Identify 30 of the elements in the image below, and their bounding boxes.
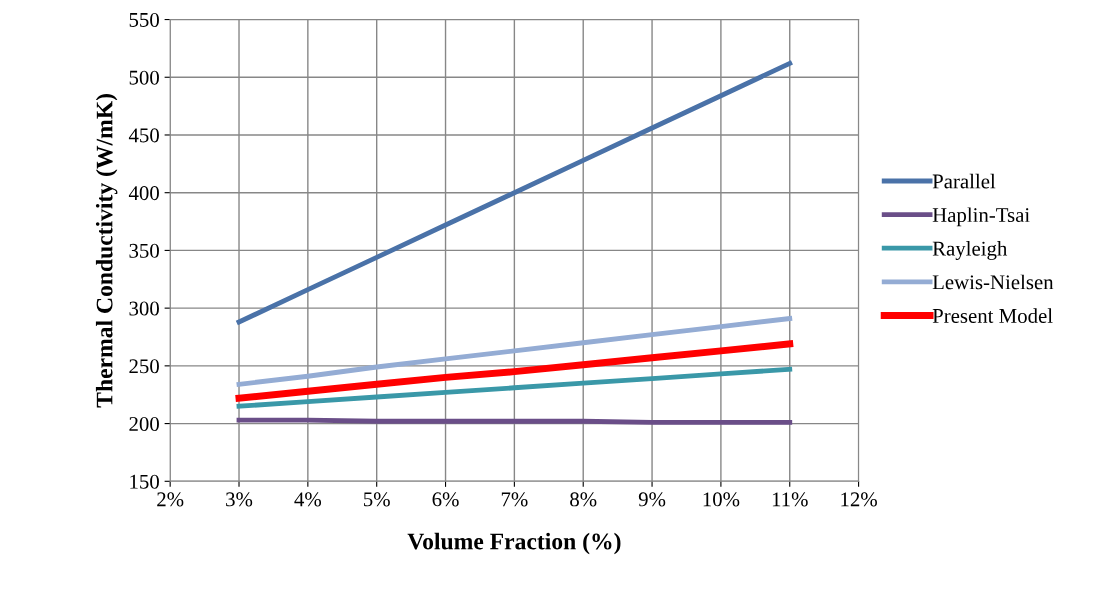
x-tick-label: 9% <box>638 492 666 507</box>
y-axis-title: Thermal Conductivity (W/mK) <box>95 94 118 408</box>
y-tick-label: 400 <box>128 186 159 201</box>
y-tick-label: 300 <box>129 301 159 316</box>
line-series <box>236 366 793 409</box>
x-tick-label: 12% <box>841 492 877 507</box>
legend-label: Rayleigh <box>932 241 1008 260</box>
x-tick-label: 5% <box>364 492 390 507</box>
line-series <box>236 316 793 387</box>
x-tick-label: 10% <box>703 492 740 507</box>
legend-label: Parallel <box>932 173 996 189</box>
x-tick-label: 6% <box>432 492 459 507</box>
x-tick-label: 11% <box>772 492 808 507</box>
x-tick-label: 3% <box>226 492 253 507</box>
line-series <box>236 60 793 325</box>
y-tick-label: 450 <box>128 128 159 143</box>
x-tick-label: 4% <box>294 492 322 507</box>
y-tick-label: 500 <box>129 70 159 85</box>
x-tick-label: 8% <box>570 492 597 507</box>
x-tick-label: 2% <box>157 492 184 507</box>
y-tick-label: 200 <box>129 416 159 432</box>
x-axis-title: Volume Fraction (%) <box>407 532 621 555</box>
legend-label: Lewis-Nielsen <box>932 274 1054 290</box>
y-tick-label: 550 <box>129 12 159 27</box>
y-tick-label: 150 <box>130 474 159 489</box>
y-tick-label: 350 <box>129 243 159 258</box>
y-tick-label: 250 <box>129 359 159 374</box>
legend-label: Haplin-Tsai <box>932 207 1030 227</box>
legend-label: Present Model <box>932 308 1053 323</box>
x-tick-label: 7% <box>501 492 528 507</box>
